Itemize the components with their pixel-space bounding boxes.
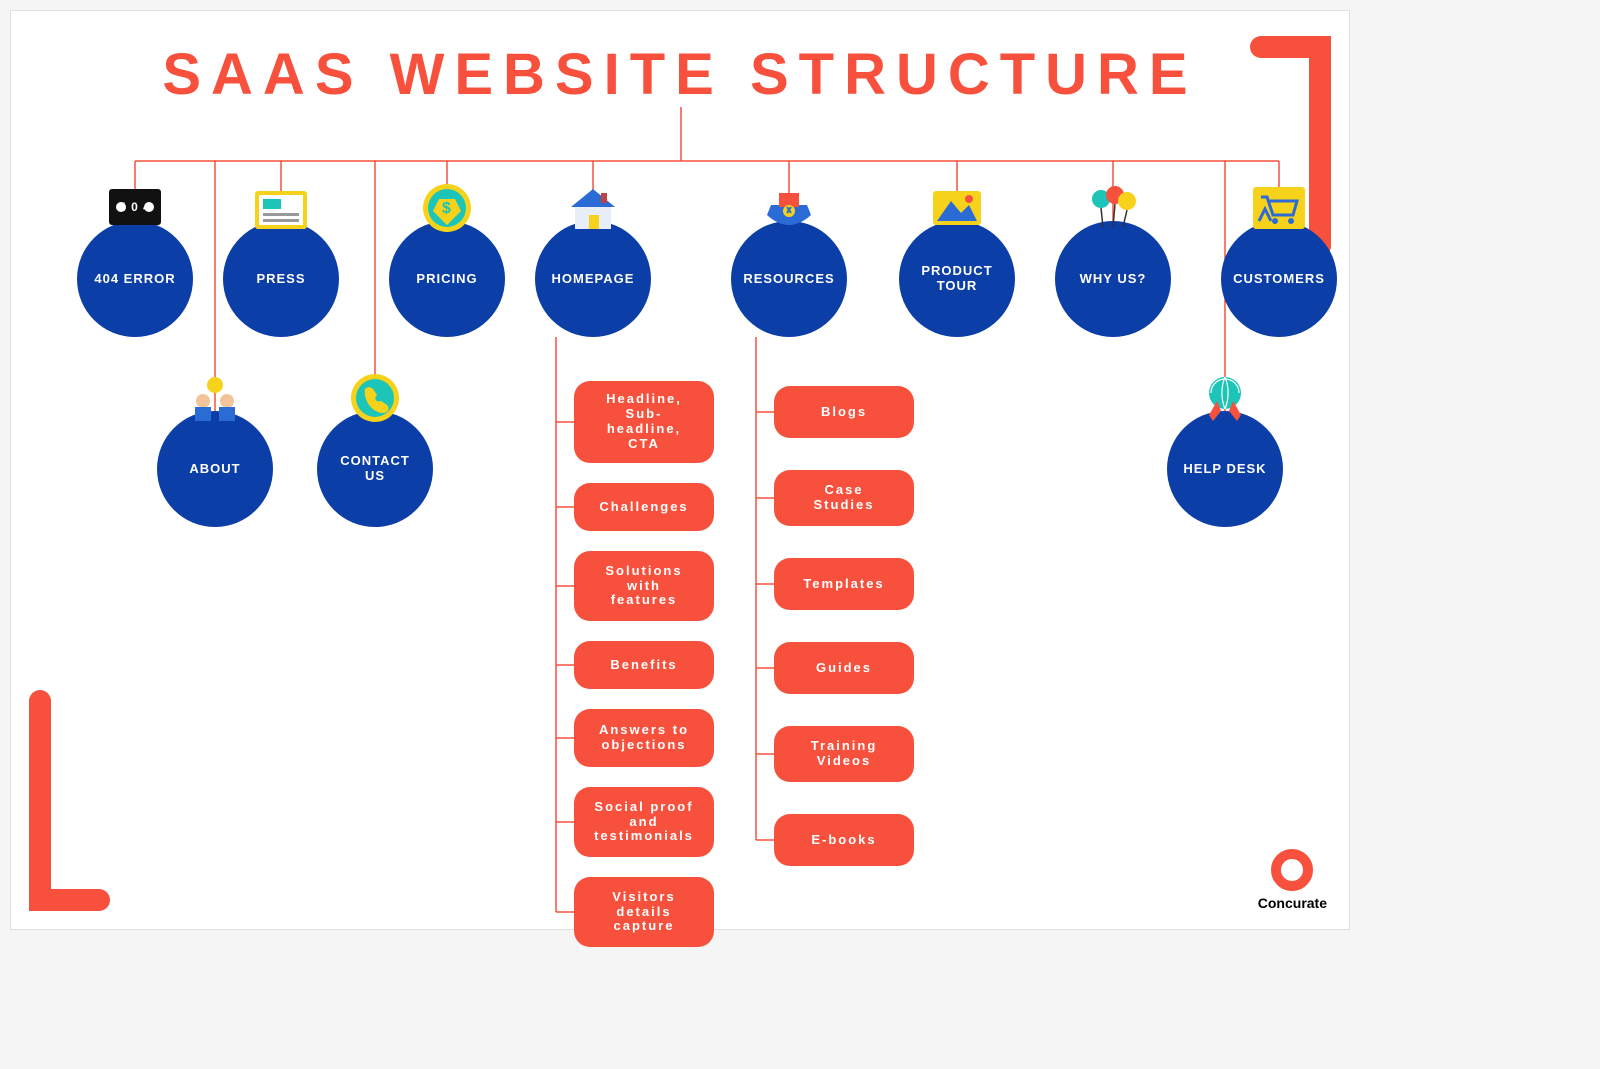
sub-item-homepage-0: Headline,Sub-headline,CTA xyxy=(574,381,714,463)
node-press: PRESS xyxy=(223,221,339,337)
sub-item-homepage-1: Challenges xyxy=(574,483,714,531)
node-label: 404 ERROR xyxy=(94,272,175,287)
node-helpdesk: HELP DESK xyxy=(1167,411,1283,527)
node-whyus: WHY US? xyxy=(1055,221,1171,337)
house-icon xyxy=(558,181,628,235)
node-label: ABOUT xyxy=(189,462,240,477)
svg-text:4 0 4: 4 0 4 xyxy=(119,200,151,214)
node-label: WHY US? xyxy=(1080,272,1147,287)
sub-item-resources-3: Guides xyxy=(774,642,914,694)
phone-icon xyxy=(340,371,410,425)
node-resources: RESOURCES xyxy=(731,221,847,337)
svg-text:$: $ xyxy=(442,200,452,217)
diagram-canvas: SAAS WEBSITE STRUCTURE 404 ERROR4 0 4PRE… xyxy=(10,10,1350,930)
sub-item-resources-2: Templates xyxy=(774,558,914,610)
node-customers: CUSTOMERS xyxy=(1221,221,1337,337)
corner-bracket-bottom-left xyxy=(29,701,99,911)
sub-item-homepage-3: Benefits xyxy=(574,641,714,689)
node-label: HOMEPAGE xyxy=(552,272,635,287)
sub-item-homepage-5: Social proofandtestimonials xyxy=(574,787,714,857)
node-about: ABOUT xyxy=(157,411,273,527)
brand-logo: Concurate xyxy=(1258,849,1327,911)
node-homepage: HOMEPAGE xyxy=(535,221,651,337)
sub-item-homepage-6: Visitorsdetailscapture xyxy=(574,877,714,947)
sub-item-resources-5: E-books xyxy=(774,814,914,866)
node-tour: PRODUCTTOUR xyxy=(899,221,1015,337)
page-title: SAAS WEBSITE STRUCTURE xyxy=(11,41,1349,108)
brand-ring-icon xyxy=(1271,849,1313,891)
node-label: PRESS xyxy=(256,272,305,287)
node-label: CONTACTUS xyxy=(340,454,410,484)
sub-item-homepage-2: Solutionswithfeatures xyxy=(574,551,714,621)
sub-item-resources-4: TrainingVideos xyxy=(774,726,914,782)
error404-icon: 4 0 4 xyxy=(100,181,170,235)
people-icon xyxy=(180,371,250,425)
node-label: HELP DESK xyxy=(1183,462,1266,477)
ship-icon xyxy=(754,181,824,235)
sub-item-resources-1: CaseStudies xyxy=(774,470,914,526)
balloons-icon xyxy=(1078,181,1148,235)
node-pricing: PRICING$ xyxy=(389,221,505,337)
globe-icon xyxy=(1190,371,1260,425)
picture-icon xyxy=(922,181,992,235)
brand-name: Concurate xyxy=(1258,895,1327,911)
node-label: PRICING xyxy=(416,272,477,287)
node-contact: CONTACTUS xyxy=(317,411,433,527)
node-label: PRODUCTTOUR xyxy=(921,264,992,294)
node-label: CUSTOMERS xyxy=(1233,272,1325,287)
pricetag-icon: $ xyxy=(412,181,482,235)
cart-icon xyxy=(1244,181,1314,235)
news-icon xyxy=(246,181,316,235)
sub-item-resources-0: Blogs xyxy=(774,386,914,438)
node-label: RESOURCES xyxy=(743,272,834,287)
sub-item-homepage-4: Answers toobjections xyxy=(574,709,714,767)
node-404: 404 ERROR4 0 4 xyxy=(77,221,193,337)
